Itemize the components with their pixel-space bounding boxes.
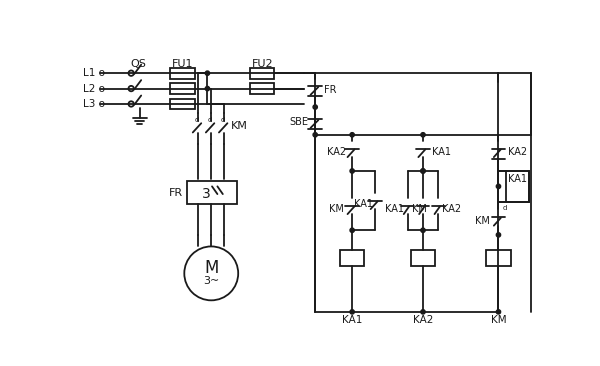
Text: d: d: [208, 117, 212, 123]
Text: KA2: KA2: [508, 147, 527, 157]
Bar: [187, 181, 236, 204]
Circle shape: [421, 310, 425, 314]
Text: KM: KM: [412, 205, 427, 214]
Circle shape: [496, 233, 500, 237]
Bar: [250, 68, 274, 79]
Text: KA1: KA1: [508, 174, 527, 184]
Circle shape: [350, 132, 355, 137]
Circle shape: [350, 228, 355, 232]
Text: d: d: [194, 117, 199, 123]
Text: FR: FR: [169, 187, 183, 198]
Text: FU2: FU2: [252, 59, 274, 69]
Circle shape: [496, 184, 500, 188]
Text: KA1: KA1: [432, 147, 451, 157]
Text: KM: KM: [230, 120, 247, 131]
Text: KM: KM: [491, 315, 506, 325]
Text: SBE: SBE: [290, 117, 309, 127]
Text: d: d: [502, 205, 506, 211]
Bar: [506, 171, 529, 202]
Circle shape: [313, 105, 317, 109]
Circle shape: [421, 132, 425, 137]
Text: KA2: KA2: [413, 315, 433, 325]
Circle shape: [350, 169, 355, 173]
Text: KA1: KA1: [354, 199, 373, 209]
Circle shape: [421, 169, 425, 173]
Circle shape: [496, 310, 500, 314]
Circle shape: [205, 71, 209, 75]
Text: M: M: [204, 259, 218, 277]
Text: KA2: KA2: [327, 147, 346, 157]
Text: d: d: [221, 117, 225, 123]
Bar: [250, 83, 274, 94]
Text: QS: QS: [130, 59, 146, 69]
Bar: [340, 250, 364, 266]
Bar: [170, 68, 195, 79]
Bar: [170, 83, 195, 94]
Bar: [410, 250, 436, 266]
Bar: [170, 98, 195, 109]
Text: 3: 3: [202, 187, 210, 201]
Text: KM: KM: [475, 216, 490, 226]
Text: FR: FR: [325, 85, 337, 95]
Text: FU1: FU1: [172, 59, 194, 69]
Text: L2 o: L2 o: [83, 83, 104, 94]
Text: 3~: 3~: [203, 276, 220, 286]
Bar: [486, 250, 511, 266]
Circle shape: [205, 86, 209, 91]
Text: L3 o: L3 o: [83, 99, 104, 109]
Circle shape: [421, 228, 425, 232]
Text: KA1: KA1: [342, 315, 362, 325]
Text: KA1: KA1: [385, 205, 404, 214]
Text: KA2: KA2: [442, 205, 461, 214]
Circle shape: [313, 132, 317, 137]
Text: KM: KM: [329, 205, 344, 214]
Text: L1 o: L1 o: [83, 68, 104, 78]
Circle shape: [421, 169, 425, 173]
Circle shape: [350, 310, 355, 314]
